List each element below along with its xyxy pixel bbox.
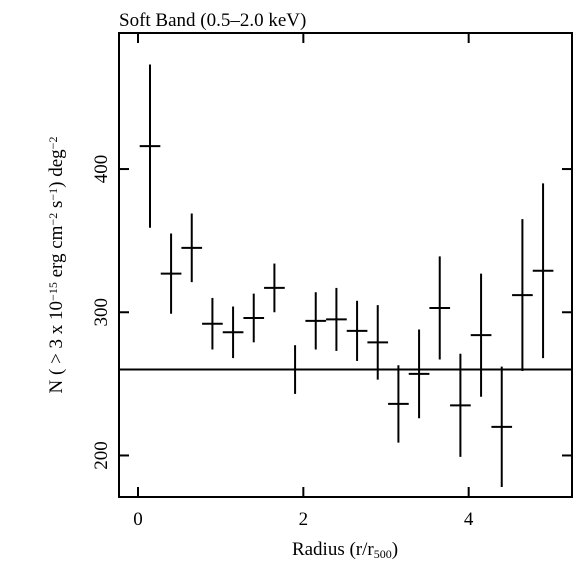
y-label-part: s xyxy=(46,201,67,213)
x-label-part: ) xyxy=(392,539,398,560)
y-label-part: −15 xyxy=(46,282,60,301)
y-label-part: erg cm xyxy=(46,225,67,282)
chart-title: Soft Band (0.5–2.0 keV) xyxy=(119,10,306,31)
x-tick-label: 2 xyxy=(299,509,309,530)
y-axis-label: N ( > 3 x 10−15 erg cm−2 s−1) deg−2 xyxy=(46,137,67,394)
y-label-part: ) deg xyxy=(46,149,67,188)
y-tick-label: 200 xyxy=(91,441,112,470)
x-tick-label: 0 xyxy=(133,509,143,530)
y-label-part: −2 xyxy=(46,137,60,150)
x-label-part: 500 xyxy=(374,547,392,561)
y-label-part: −2 xyxy=(46,213,60,226)
plot-frame xyxy=(118,32,573,498)
y-tick-label: 400 xyxy=(91,155,112,184)
x-axis-label: Radius (r/r500) xyxy=(292,539,398,561)
y-tick-label: 300 xyxy=(91,298,112,327)
y-label-part: N ( > 3 x 10 xyxy=(46,301,67,394)
y-label-part: −1 xyxy=(46,188,60,201)
x-label-part: Radius (r/r xyxy=(292,539,374,560)
x-tick-label: 4 xyxy=(464,509,474,530)
